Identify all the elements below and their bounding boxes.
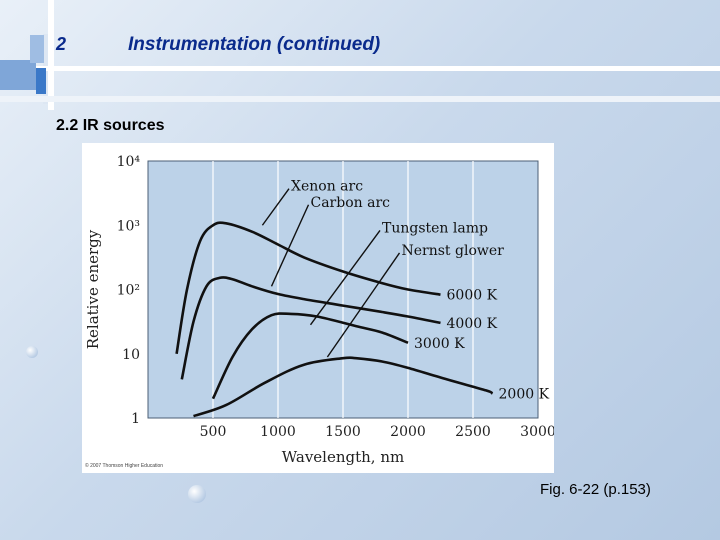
series-line-2000-K — [193, 356, 494, 418]
x-tick-label: 3000 — [520, 424, 554, 440]
deco-horizontal-bar-2 — [0, 96, 720, 102]
annotation-leader — [309, 230, 381, 326]
slide-number: 2 — [56, 34, 67, 54]
x-tick-label: 2500 — [455, 424, 491, 440]
series-line-4000-K — [180, 276, 441, 380]
x-tick-label: 500 — [200, 424, 227, 440]
figure-panel: 500 1000 1500 2000 2500 3000 1 10 10² 10³ 10⁴ Wavel… — [82, 143, 554, 473]
series-label: 3000 K — [414, 336, 465, 352]
x-axis-label: Wavelength, nm — [282, 448, 404, 466]
annotation-label: Carbon arc — [311, 195, 391, 211]
series-label: 4000 K — [447, 316, 498, 332]
chart: 500 1000 1500 2000 2500 3000 1 10 10² 10³ 10⁴ Wavel… — [84, 154, 554, 466]
series-label: 6000 K — [447, 288, 498, 304]
deco-horizontal-bar — [0, 66, 720, 71]
annotation-label: Tungsten lamp — [382, 220, 488, 236]
annotation-leader — [326, 252, 401, 358]
slide-title: Instrumentation (continued) — [128, 34, 381, 55]
deco-square-2 — [36, 68, 46, 94]
x-tick-label: 1000 — [260, 424, 296, 440]
deco-square-3 — [30, 35, 44, 63]
annotation-leader — [261, 188, 290, 226]
y-tick-label: 10 — [122, 347, 140, 363]
copyright-text: © 2007 Thomson Higher Education — [85, 463, 164, 469]
y-tick-label: 1 — [131, 411, 140, 427]
annotation-label: Nernst glower — [402, 243, 505, 259]
deco-square — [0, 60, 36, 90]
slide-subtitle: 2.2 IR sources — [56, 117, 165, 134]
figure-caption: Fig. 6-22 (p.153) — [540, 481, 651, 498]
series-line-6000-K — [175, 221, 441, 355]
x-tick-label: 1500 — [325, 424, 361, 440]
annotation-leader — [270, 204, 310, 287]
deco-bubble-2 — [188, 485, 206, 503]
y-axis-label: Relative energy — [84, 229, 102, 349]
annotation-label: Xenon arc — [291, 179, 363, 195]
series-line-3000-K — [211, 312, 409, 400]
y-tick-label: 10³ — [117, 218, 140, 234]
series-label: 2000 K — [499, 387, 550, 403]
y-tick-label: 10² — [117, 283, 140, 299]
x-tick-label: 2000 — [390, 424, 426, 440]
y-tick-label: 10⁴ — [117, 154, 141, 170]
deco-vertical-bar — [48, 0, 54, 110]
deco-bubble — [26, 346, 38, 358]
